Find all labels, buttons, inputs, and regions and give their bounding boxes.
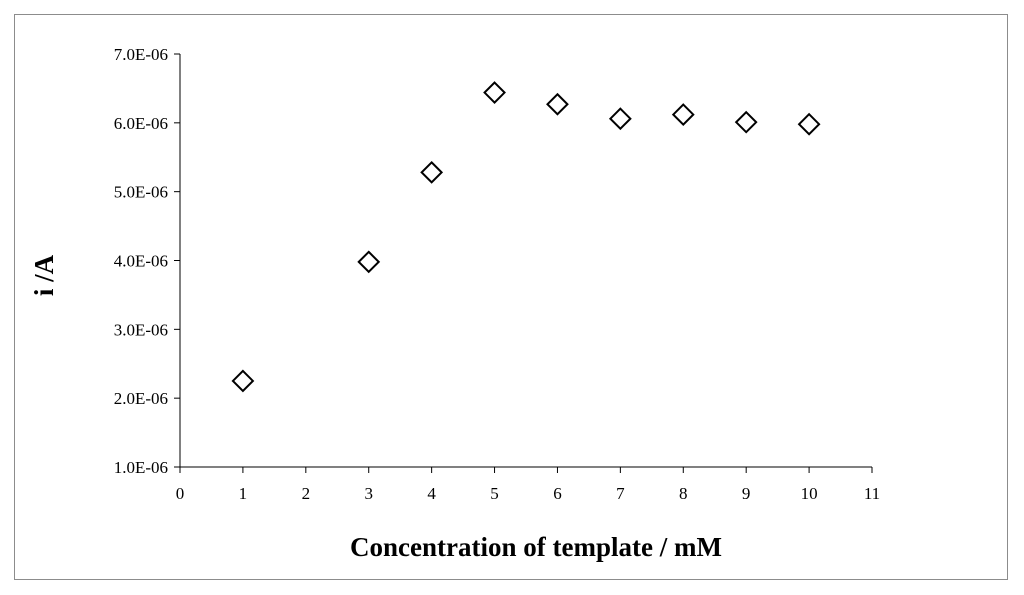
x-tick-label: 2 xyxy=(302,484,311,503)
data-points xyxy=(231,81,821,393)
x-tick-label: 6 xyxy=(553,484,562,503)
x-tick-label: 0 xyxy=(176,484,185,503)
scatter-chart: 1.0E-06 2.0E-06 3.0E-06 4.0E-06 5.0E-06 6.0E-… xyxy=(29,45,880,562)
y-tick-label: 4.0E-06 xyxy=(114,252,168,271)
y-tick-label: 3.0E-06 xyxy=(114,320,168,339)
x-tick-label: 5 xyxy=(490,484,499,503)
x-tick-label: 1 xyxy=(239,484,248,503)
y-tick-label: 1.0E-06 xyxy=(114,458,168,477)
data-point-diamond xyxy=(231,369,255,393)
data-point-diamond xyxy=(797,112,821,136)
data-point-diamond xyxy=(357,250,381,274)
data-point-diamond xyxy=(671,103,695,126)
x-ticks: 0 1 2 3 4 5 6 7 8 9 10 11 xyxy=(176,467,880,503)
x-tick-label: 4 xyxy=(427,484,436,503)
data-point-diamond xyxy=(546,92,569,116)
x-tick-label: 11 xyxy=(864,484,880,503)
y-tick-label: 2.0E-06 xyxy=(114,389,168,408)
data-point-diamond xyxy=(483,81,506,104)
y-axis-title: i /A xyxy=(29,254,59,296)
x-tick-label: 10 xyxy=(801,484,818,503)
x-tick-label: 9 xyxy=(742,484,751,503)
data-point-diamond xyxy=(608,107,632,131)
x-tick-label: 3 xyxy=(364,484,373,503)
y-tick-label: 5.0E-06 xyxy=(114,183,168,202)
x-axis-title: Concentration of template / mM xyxy=(350,532,722,562)
x-tick-label: 7 xyxy=(616,484,625,503)
y-ticks: 1.0E-06 2.0E-06 3.0E-06 4.0E-06 5.0E-06 6.0E-… xyxy=(114,45,180,477)
y-tick-label: 6.0E-06 xyxy=(114,114,168,133)
data-point-diamond xyxy=(420,160,444,184)
y-tick-label: 7.0E-06 xyxy=(114,45,168,64)
axes xyxy=(179,54,872,468)
chart-frame: 1.0E-06 2.0E-06 3.0E-06 4.0E-06 5.0E-06 6.0E-… xyxy=(14,14,1008,580)
x-tick-label: 8 xyxy=(679,484,688,503)
data-point-diamond xyxy=(734,110,758,134)
